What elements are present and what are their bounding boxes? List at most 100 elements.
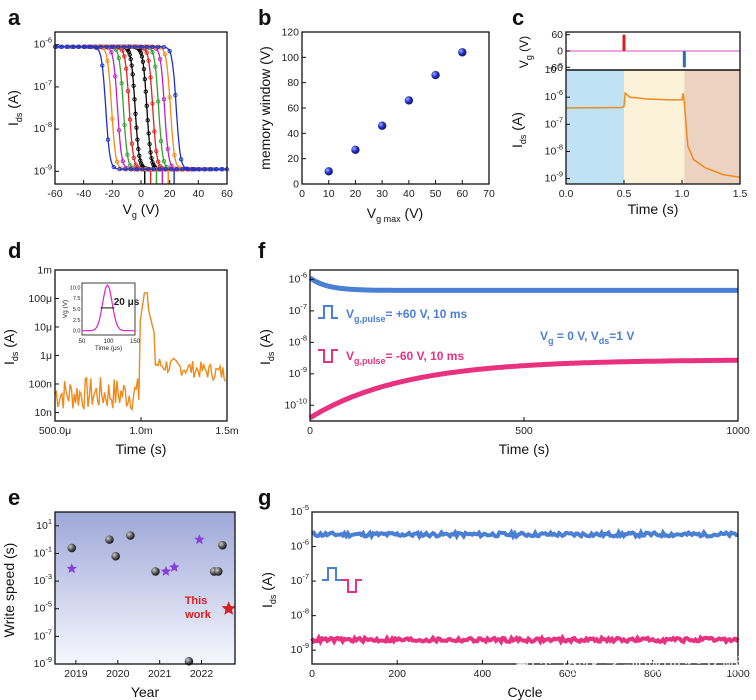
panel-f-legend-negative-text: Vg,pulse= -60 V, 10 ms bbox=[346, 349, 464, 366]
panel-a-marker bbox=[163, 167, 168, 172]
panel-a-marker bbox=[98, 44, 104, 49]
panel-d-ytick-label: 100μ bbox=[28, 293, 52, 305]
panel-a-marker bbox=[207, 167, 212, 172]
panel-a-marker bbox=[191, 167, 197, 172]
panel-a-marker bbox=[58, 44, 63, 49]
panel-b-ytick-label: 80 bbox=[287, 77, 299, 89]
panel-a-marker bbox=[88, 44, 93, 50]
panel-c-ylabel: Ids (A) bbox=[509, 112, 528, 148]
panel-d-inset-xlabel: Time (μs) bbox=[95, 345, 122, 352]
panel-g-legend-off-glyph bbox=[342, 579, 362, 593]
panel-c-xtick-label: 0.5 bbox=[617, 188, 632, 200]
panel-g-xtick-label: 200 bbox=[388, 668, 406, 680]
panel-a-marker bbox=[180, 167, 185, 172]
panel-a-marker bbox=[149, 156, 154, 161]
panel-f-xlabel: Time (s) bbox=[499, 441, 550, 457]
panel-g-ytick-label: 10-5 bbox=[291, 503, 309, 518]
panel-d-inset-annotation: 20 μs bbox=[114, 297, 140, 308]
panel-a-marker bbox=[162, 52, 168, 57]
panel-a-xtick-label: 40 bbox=[192, 188, 204, 200]
panel-a-marker bbox=[144, 103, 149, 108]
panel-a-marker bbox=[156, 159, 161, 164]
panel-c-region bbox=[624, 70, 685, 184]
panel-a-marker bbox=[151, 167, 157, 172]
panel-f-ytick-label: 10-10 bbox=[284, 396, 307, 411]
panel-a-marker bbox=[150, 44, 155, 49]
panel-a-marker bbox=[65, 44, 71, 49]
panel-e-xtick-label: 2021 bbox=[148, 668, 172, 680]
panel-a-marker bbox=[129, 141, 135, 146]
panel-c-xlabel: Time (s) bbox=[628, 201, 679, 217]
panel-e-write-speed: 2019 2020 2021 202210110-110-310-510-710-9 … bbox=[1, 511, 236, 700]
panel-d-inset-ytick-label: 2.5 bbox=[73, 318, 81, 324]
panel-a-marker bbox=[133, 44, 138, 49]
panel-a-marker bbox=[148, 150, 153, 155]
watermark-text: 知乎 @化学领域前沿文献 bbox=[516, 653, 742, 677]
panel-b-xtick-label: 60 bbox=[456, 188, 468, 200]
panel-e-annotation-line1: This bbox=[185, 595, 208, 607]
panel-a-marker bbox=[128, 56, 133, 62]
panel-a-marker bbox=[167, 95, 172, 100]
panel-a-marker bbox=[157, 45, 163, 50]
panel-a-marker bbox=[123, 167, 128, 172]
panel-a-marker bbox=[122, 122, 127, 128]
panel-b-ytick-label: 40 bbox=[287, 128, 299, 140]
panel-a-ytick-label: 10-8 bbox=[34, 120, 52, 135]
panel-a-marker bbox=[220, 167, 225, 172]
panel-a-marker bbox=[131, 83, 136, 88]
panel-a-marker bbox=[110, 44, 115, 49]
panel-d-frame bbox=[54, 269, 228, 422]
panel-f-legend-positive-text: Vg,pulse= +60 V, 10 ms bbox=[346, 307, 467, 324]
panel-a-xtick-label: -20 bbox=[105, 188, 120, 200]
panel-c-xtick-label: 1.5 bbox=[733, 188, 748, 200]
panel-a-marker bbox=[146, 131, 151, 136]
panel-a-curve-vgmax-50 bbox=[69, 46, 213, 170]
panel-d-xtick-label: 500.0μ bbox=[39, 425, 71, 437]
panel-e-sphere-point bbox=[111, 551, 120, 561]
panel-f-ytick-label: 10-8 bbox=[289, 333, 307, 348]
panel-c-top-ytick-label: 60 bbox=[551, 29, 563, 41]
panel-a-marker bbox=[213, 167, 218, 172]
panel-a-marker bbox=[146, 58, 151, 63]
panel-e-xtick-label: 2020 bbox=[106, 668, 130, 680]
panel-f-series-negative bbox=[308, 357, 738, 420]
panel-a-marker bbox=[167, 49, 172, 54]
panel-f-xtick-label: 0 bbox=[307, 425, 313, 437]
panel-g-legend-on-glyph bbox=[322, 567, 342, 581]
panel-e-ytick-label: 10-9 bbox=[34, 655, 52, 670]
panel-f-ytick-label: 10-9 bbox=[289, 365, 307, 380]
panel-d-inset-pulse-curve bbox=[82, 284, 135, 332]
panel-b-ytick-label: 120 bbox=[281, 27, 299, 39]
panel-e-ytick-label: 101 bbox=[36, 517, 52, 532]
panel-b-point bbox=[458, 48, 467, 57]
panel-a-marker bbox=[116, 55, 121, 61]
panel-a-marker bbox=[142, 76, 147, 82]
panel-g-xtick-label: 600 bbox=[559, 668, 577, 680]
panel-c-top-ytick-label: -60 bbox=[548, 62, 563, 74]
panel-label-f: f bbox=[258, 238, 266, 263]
panel-a-marker bbox=[116, 128, 122, 133]
panel-a-marker bbox=[137, 153, 142, 158]
panel-a-marker bbox=[168, 167, 174, 172]
panel-a-marker bbox=[150, 101, 155, 106]
panel-d-ylabel: Ids (A) bbox=[1, 329, 20, 365]
panel-e-sphere-point bbox=[218, 540, 227, 550]
panel-b-point bbox=[351, 145, 360, 154]
panel-d-ids-curve bbox=[54, 292, 227, 412]
panel-a-marker bbox=[127, 117, 133, 122]
panel-a-marker bbox=[122, 54, 127, 59]
panel-f-xtick-label: 1000 bbox=[726, 425, 750, 437]
panel-g-ytick-label: 10-8 bbox=[291, 607, 309, 622]
panel-a-xtick-label: 60 bbox=[221, 188, 233, 200]
panel-a-marker bbox=[139, 54, 145, 59]
panel-a-xtick-label: -40 bbox=[76, 188, 91, 200]
panel-b-ytick-label: 60 bbox=[287, 103, 299, 115]
panel-b-ylabel: memory window (V) bbox=[257, 46, 273, 170]
panel-a-marker bbox=[203, 167, 208, 172]
panel-e-star-point bbox=[194, 534, 205, 545]
panel-a-marker bbox=[75, 44, 81, 49]
panel-c-region bbox=[566, 70, 624, 184]
panel-a-marker bbox=[173, 92, 178, 98]
panel-a-marker bbox=[178, 157, 184, 162]
